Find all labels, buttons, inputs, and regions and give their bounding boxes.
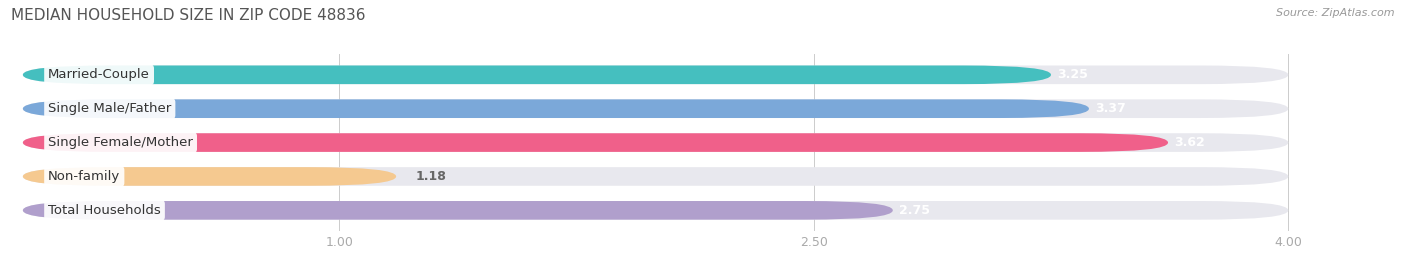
FancyBboxPatch shape	[22, 167, 1288, 186]
Text: 2.75: 2.75	[900, 204, 931, 217]
Text: 1.18: 1.18	[415, 170, 446, 183]
Text: Married-Couple: Married-Couple	[48, 68, 150, 81]
Text: Total Households: Total Households	[48, 204, 160, 217]
Text: Non-family: Non-family	[48, 170, 121, 183]
Text: 3.37: 3.37	[1095, 102, 1126, 115]
Text: Single Female/Mother: Single Female/Mother	[48, 136, 193, 149]
FancyBboxPatch shape	[22, 201, 1288, 220]
FancyBboxPatch shape	[22, 65, 1288, 84]
FancyBboxPatch shape	[22, 65, 1052, 84]
FancyBboxPatch shape	[22, 201, 893, 220]
Text: 3.25: 3.25	[1057, 68, 1088, 81]
Text: Single Male/Father: Single Male/Father	[48, 102, 172, 115]
Text: Source: ZipAtlas.com: Source: ZipAtlas.com	[1277, 8, 1395, 18]
FancyBboxPatch shape	[22, 99, 1288, 118]
Text: MEDIAN HOUSEHOLD SIZE IN ZIP CODE 48836: MEDIAN HOUSEHOLD SIZE IN ZIP CODE 48836	[11, 8, 366, 23]
FancyBboxPatch shape	[22, 167, 396, 186]
Text: 3.62: 3.62	[1174, 136, 1205, 149]
FancyBboxPatch shape	[22, 133, 1168, 152]
FancyBboxPatch shape	[22, 133, 1288, 152]
FancyBboxPatch shape	[22, 99, 1090, 118]
